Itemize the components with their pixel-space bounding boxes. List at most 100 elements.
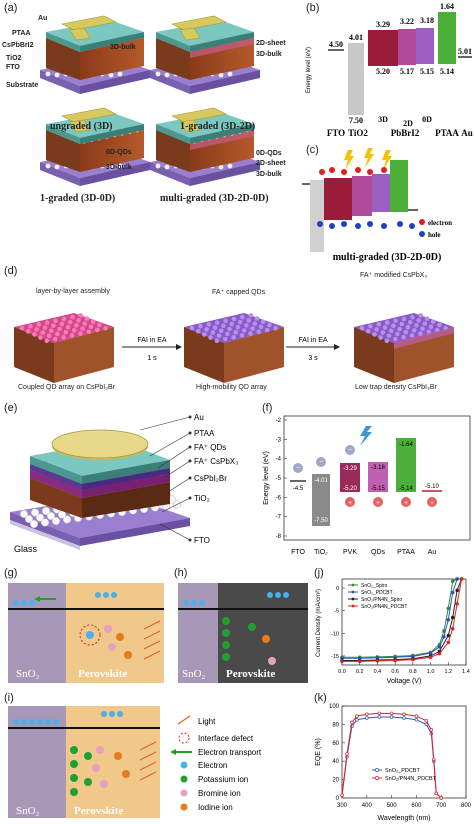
j-legend-label: SnO₂/PN4N_Spiro (361, 597, 402, 603)
j-frame (341, 578, 467, 666)
xcat-3d: 3D (378, 115, 388, 124)
g-transport-arrowhead (34, 596, 40, 602)
j-xtick-label: 0.2 (356, 669, 364, 675)
series-point (365, 712, 369, 717)
lightning-icons (344, 148, 392, 170)
j-ytick-label: 0 (336, 586, 339, 592)
panel-a-devices (40, 15, 260, 186)
f-hole-icons: + + + + (345, 497, 437, 507)
device-3d-2d (150, 15, 260, 94)
series-point (345, 752, 349, 756)
bar-3d-top: 3.29 (376, 20, 390, 29)
d-arrow-2-text: FAI in EA (298, 337, 328, 344)
e-qd-side-r (82, 468, 170, 490)
legend-defect-icon (178, 732, 190, 744)
series-line (341, 716, 442, 799)
series-point (446, 606, 451, 611)
qd-cube-1 (14, 313, 114, 383)
series-point (340, 793, 344, 797)
j-series (340, 577, 464, 664)
h-sno2-label: SnO₂ (182, 668, 206, 680)
tio2-bar (348, 43, 364, 115)
k-xtick-label: 500 (387, 803, 398, 809)
series-point (432, 757, 436, 762)
f-xcats: FTO TiO₂ PVK QDs PTAA Au (291, 549, 436, 556)
i-legend-defect: Interface defect (198, 734, 254, 743)
panel-k: (k) EQE (%) Wavelength (nm) 300 400 500 600… (312, 690, 474, 824)
group-pbbri2: PbBrI2 (391, 128, 420, 138)
caption-3d-0d: 1-graded (3D-0D) (40, 193, 116, 204)
k-xtick-label: 800 (461, 803, 472, 809)
series-point (437, 651, 442, 656)
g-defect-icon (79, 624, 101, 646)
panel-g: (g) SnO₂ Perovskite (0, 565, 172, 687)
j-legend-label: SnO₂_PDCBT (361, 590, 393, 596)
series-point (446, 640, 451, 645)
h-perovskite-label: Perovskite (226, 668, 275, 680)
d-bottom-label-3: Low trap density CsPbI₃Br (355, 384, 437, 391)
xcat-tio2: TiO2 (348, 128, 368, 138)
j-xtick-label: 0.0 (338, 669, 346, 675)
d-arrow-2-head (334, 344, 340, 350)
k-frame (341, 705, 467, 799)
layer-label-tio2: TiO2 (6, 55, 22, 62)
panel-f: (f) -2 -3 -4 -5 -6 -7 -8 Energy level (eV) -4.… (256, 400, 474, 562)
bar-2d-bottom: 5.17 (400, 67, 414, 76)
k-ytick-label: 40 (332, 759, 339, 765)
caption-c: multi-graded (3D-2D-0D) (333, 252, 442, 263)
j-xtick-label: 1.2 (444, 669, 452, 675)
tag-3d-bulk-c: 3D-bulk (106, 164, 132, 171)
series-point (414, 718, 419, 722)
series-point (459, 577, 464, 581)
e-label-cspbx3: FA⁺ CsPbX₃ (194, 457, 238, 466)
series-point (455, 577, 459, 581)
f-xcat-label: QDs (371, 549, 386, 556)
e-label-cspbi2br: CsPbI₂Br (194, 474, 227, 483)
j-legend: SnO₂_SpiroSnO₂_PDCBTSnO₂/PN4N_SpiroSnO₂/… (348, 583, 407, 610)
bar-ptaa-bottom: 5.14 (440, 67, 454, 76)
bar-0d (416, 28, 434, 64)
g-light-rays (143, 620, 161, 660)
xcat-au: Au (461, 128, 473, 138)
j-ytick-label: -10 (331, 631, 339, 637)
f-yticks: -2 -3 -4 -5 -6 -7 -8 (276, 418, 287, 540)
f-ptaa-bottom: -5.14 (399, 486, 413, 492)
panel-c: (c) electron hole multi-graded (3D-2D-0D… (300, 142, 474, 267)
e-leader-lines (139, 415, 192, 542)
series-point (402, 712, 406, 717)
caption-3d-2d-0d: multi-graded (3D-2D-0D) (160, 193, 269, 204)
jv-chart: Current Density (mA/cm²) Voltage (V) 0.0… (316, 577, 470, 685)
bar-0d-top: 3.18 (420, 16, 434, 25)
svg-text:+: + (376, 500, 380, 507)
c-ptaa (390, 160, 408, 212)
bar-0d-bottom: 5.15 (420, 67, 434, 76)
tag-0d-qds-d: 0D-QDs (256, 150, 282, 157)
xcat-fto: FTO (327, 128, 345, 138)
f-ptaa-bar (396, 438, 416, 492)
panel-b: (b) Energy level (eV) 4.50 4.01 7.50 3.2… (300, 0, 474, 142)
f-ytick-label: -8 (276, 534, 282, 540)
f-ptaa-top: -1.64 (399, 442, 413, 448)
series-point (455, 588, 459, 593)
f-qds-bottom: -5.15 (371, 486, 385, 492)
fto-value: 4.50 (329, 40, 343, 49)
legend-electron-icon (180, 761, 188, 769)
c-2d (352, 176, 372, 216)
bar-ptaa-top: 1.64 (440, 2, 454, 11)
d-cubes: FAI in EA 1 s FAI in EA 3 s (14, 313, 454, 383)
tag-3d-bulk-d: 3D-bulk (256, 171, 282, 178)
f-pvk-top: -3.29 (343, 466, 357, 472)
k-ytick-label: 0 (336, 796, 340, 802)
svg-text:−: − (348, 447, 352, 454)
e-csbr-side-r (82, 482, 170, 518)
k-ytick-label: 80 (332, 722, 339, 728)
f-pvk-bar (340, 463, 360, 492)
g-ions (86, 625, 132, 659)
series-point (424, 718, 429, 723)
bar-2d (398, 29, 416, 65)
au-value: 5.01 (458, 47, 472, 56)
panel-g-label: (g) (4, 567, 18, 579)
tag-2d-sheet-d: 2D-sheet (256, 160, 286, 167)
series-point (450, 579, 455, 584)
qd-cube-2 (184, 313, 284, 383)
